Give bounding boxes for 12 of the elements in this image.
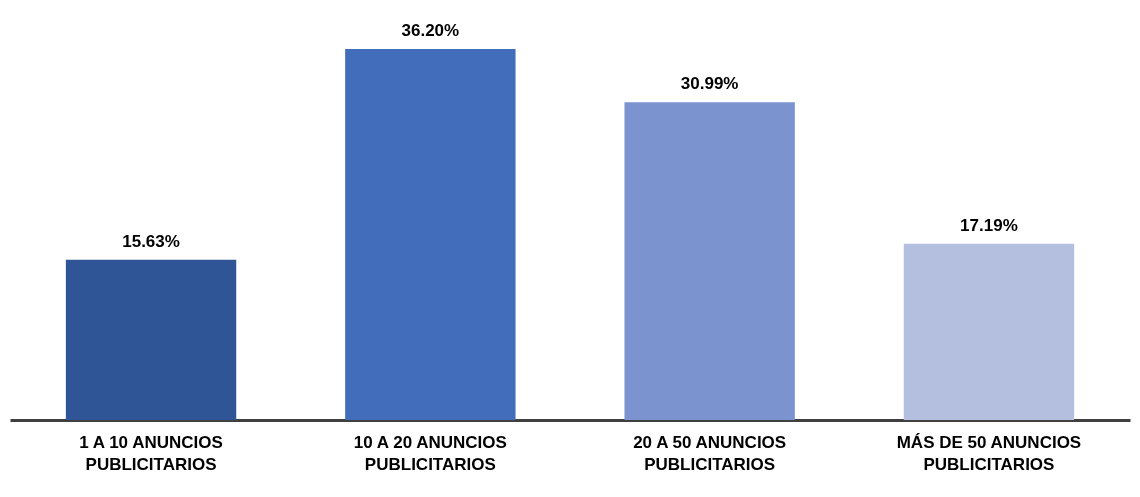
data-label: 17.19% (960, 215, 1018, 235)
bar (65, 259, 237, 420)
bar (903, 243, 1075, 420)
data-label: 30.99% (680, 74, 739, 94)
data-label: 15.63% (122, 231, 180, 251)
bar (624, 102, 795, 420)
bar (345, 48, 516, 420)
x-tick-label: MÁS DE 50 ANUNCIOS PUBLICITARIOS (896, 432, 1082, 474)
x-tick-label: 10 A 20 ANUNCIOS PUBLICITARIOS (353, 432, 507, 474)
data-label: 36.20% (401, 20, 460, 40)
x-tick-label: 20 A 50 ANUNCIOS PUBLICITARIOS (633, 432, 787, 474)
x-tick-label: 1 A 10 ANUNCIOS PUBLICITARIOS (79, 432, 223, 474)
